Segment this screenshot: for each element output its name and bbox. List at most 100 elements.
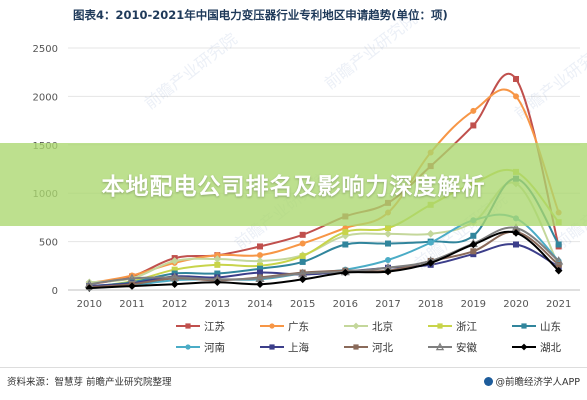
watermark-text: 前瞻产业研究院 (141, 29, 241, 113)
legend-label: 河南 (204, 341, 225, 354)
data-point (470, 248, 477, 255)
series-河北 (86, 228, 562, 291)
y-tick-label: 2500 (33, 44, 58, 55)
data-point (257, 265, 263, 272)
data-point (435, 342, 445, 351)
legend-item: 上海 (260, 341, 309, 354)
data-point (299, 253, 306, 260)
data-point (384, 230, 392, 238)
legend-label: 安徽 (456, 341, 477, 354)
data-point (437, 323, 443, 329)
axis-layer: 0500100015002000250020102011201220132014… (33, 44, 580, 310)
x-tick-label: 2014 (247, 299, 272, 310)
series-安徽 (84, 223, 564, 288)
series-line (89, 230, 560, 289)
data-point (555, 241, 562, 248)
series-line (89, 230, 560, 290)
data-point (353, 344, 359, 350)
data-point (257, 252, 263, 259)
legend-item: 河北 (344, 342, 393, 354)
data-point (342, 228, 349, 235)
data-point (384, 267, 392, 276)
legend-label: 河北 (372, 342, 393, 354)
legend-label: 江苏 (204, 320, 225, 333)
overlay-banner (0, 143, 587, 226)
legend-label: 山东 (540, 320, 561, 333)
brand-text: @前瞻经济学人APP (495, 377, 580, 388)
data-point (185, 344, 191, 350)
x-tick-label: 2018 (418, 299, 443, 310)
brand-credit: @前瞻经济学人APP (483, 374, 580, 388)
x-tick-label: 2013 (205, 299, 230, 310)
legend-item: 江苏 (176, 320, 225, 333)
series-layer (84, 72, 564, 292)
data-point (269, 323, 275, 329)
data-point (185, 323, 191, 329)
legend-item: 广东 (260, 320, 309, 333)
data-point (513, 241, 519, 248)
y-tick-label: 0 (52, 286, 58, 297)
data-point (469, 240, 478, 249)
data-point (269, 344, 275, 350)
y-tick-label: 2000 (33, 92, 58, 103)
data-point (554, 266, 563, 275)
data-point (385, 256, 391, 263)
data-point (385, 240, 391, 247)
data-point (426, 230, 435, 238)
x-tick-label: 2019 (461, 299, 486, 310)
data-point (385, 225, 391, 232)
data-point (257, 243, 263, 250)
data-point (512, 229, 520, 237)
data-point (214, 252, 221, 259)
data-point (299, 258, 306, 265)
x-tick-label: 2020 (503, 299, 528, 310)
x-tick-label: 2021 (546, 299, 571, 310)
data-point (342, 241, 349, 248)
y-tick-label: 500 (39, 238, 58, 249)
data-point (299, 240, 306, 247)
data-point (214, 270, 221, 277)
legend-label: 浙江 (456, 321, 477, 333)
data-point (513, 75, 519, 82)
data-point (257, 269, 263, 276)
x-tick-label: 2012 (162, 299, 187, 310)
legend-item: 河南 (176, 341, 225, 354)
data-point (513, 93, 519, 100)
x-tick-label: 2016 (333, 299, 358, 310)
legend-label: 北京 (372, 320, 393, 333)
watermark-text: 前瞻产业研究院 (321, 9, 421, 93)
data-point (171, 266, 178, 273)
data-point (521, 323, 527, 329)
data-point (341, 268, 350, 277)
legend-item: 安徽 (428, 341, 477, 354)
x-tick-label: 2011 (119, 299, 144, 310)
banner-headline: 本地配电公司排名及影响力深度解析 (101, 174, 486, 200)
data-point (427, 239, 434, 246)
data-point (470, 107, 477, 114)
brand-logo-icon (483, 377, 493, 386)
data-point (520, 343, 528, 351)
data-point (127, 273, 137, 283)
data-point (352, 322, 360, 330)
data-point (426, 259, 435, 267)
legend-item: 湖北 (512, 342, 561, 354)
legend-item: 浙江 (428, 321, 477, 333)
data-point (213, 278, 222, 287)
x-tick-label: 2017 (375, 299, 400, 310)
legend-label: 广东 (288, 320, 309, 333)
data-point (470, 232, 477, 239)
data-point (170, 280, 179, 288)
data-point (298, 275, 307, 284)
series-湖北 (85, 229, 563, 292)
legend-item: 北京 (344, 320, 393, 333)
legend-item: 山东 (512, 320, 561, 333)
x-tick-label: 2010 (77, 299, 102, 310)
data-point (256, 257, 264, 265)
data-point (299, 231, 306, 238)
data-point (170, 257, 179, 265)
data-point (341, 231, 350, 240)
data-point (214, 261, 221, 268)
data-point (213, 255, 222, 263)
footer-divider (0, 367, 587, 368)
